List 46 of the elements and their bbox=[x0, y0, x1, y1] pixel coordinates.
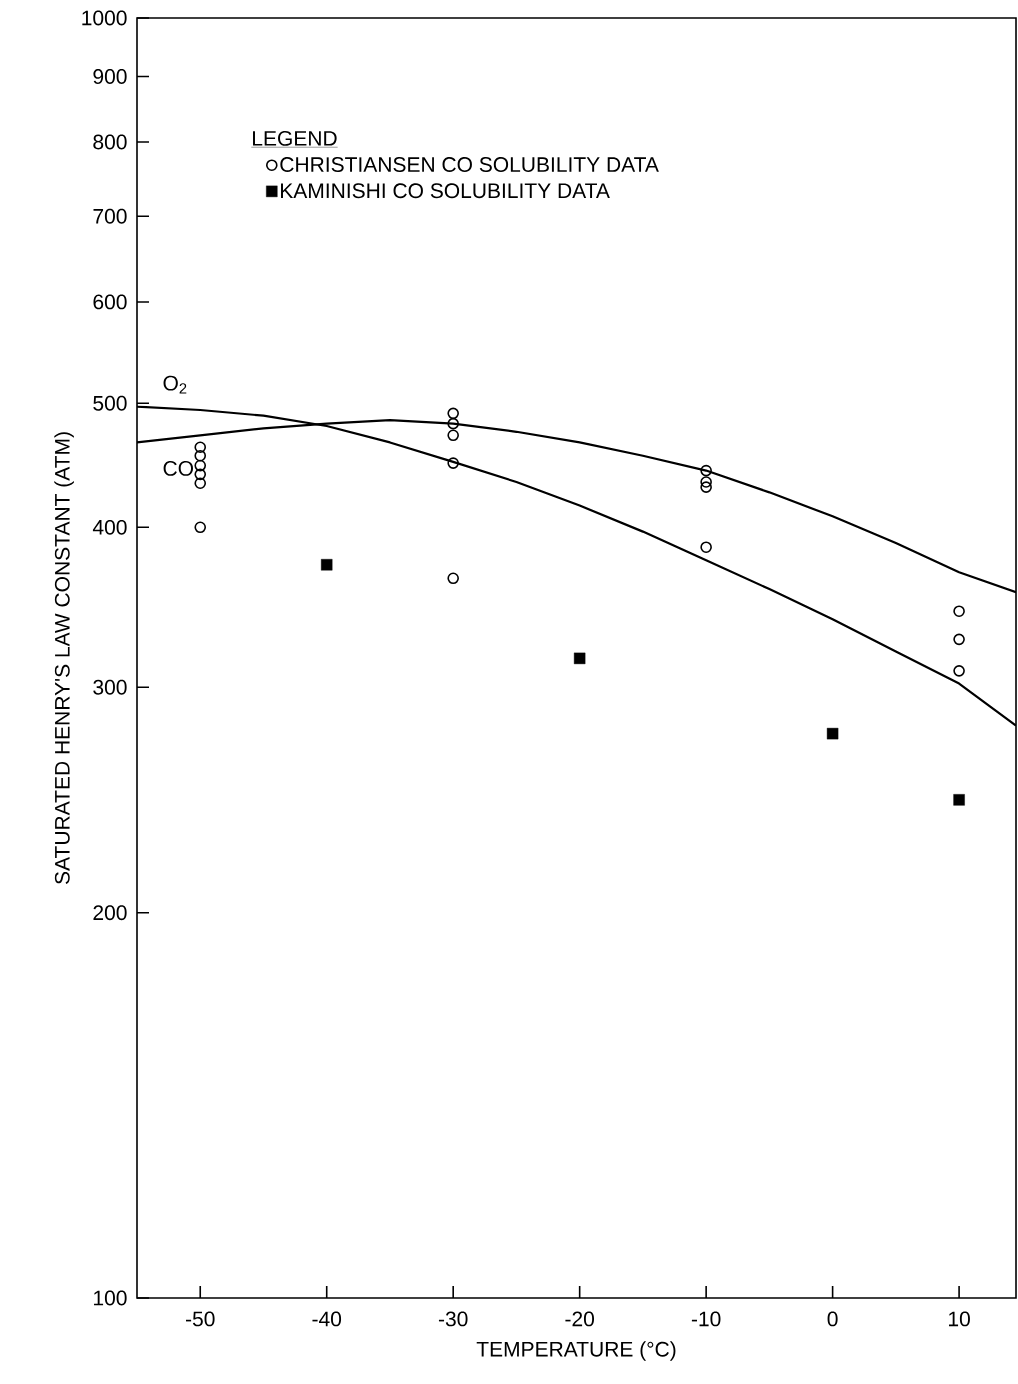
y-tick-label: 700 bbox=[93, 208, 127, 224]
y-tick-label: 1000 bbox=[82, 10, 127, 26]
point bbox=[194, 521, 207, 534]
x-tick-label: -30 bbox=[438, 1311, 468, 1327]
legend-title: LEGEND bbox=[253, 130, 337, 146]
point bbox=[700, 541, 712, 554]
y-tick-label: 600 bbox=[93, 294, 127, 310]
y-tick-label: 200 bbox=[93, 905, 127, 921]
point bbox=[700, 481, 712, 493]
point bbox=[953, 794, 965, 806]
point bbox=[573, 652, 586, 665]
point bbox=[953, 605, 965, 618]
x-axis-title: TEMPERATURE (°C) bbox=[476, 1341, 676, 1361]
point bbox=[953, 665, 965, 677]
point bbox=[826, 727, 839, 740]
point bbox=[447, 429, 459, 442]
legend-label: CHRISTIANSEN CO SOLUBILITY DATA bbox=[280, 157, 659, 172]
annotation: O$_{2}$ bbox=[163, 375, 187, 394]
y-tick-label: 800 bbox=[93, 134, 127, 150]
y-tick-label: 100 bbox=[94, 1290, 127, 1306]
legend-label: KAMINISHI CO SOLUBILITY DATA bbox=[281, 183, 610, 199]
point bbox=[447, 407, 459, 420]
y-tick-label: 300 bbox=[93, 679, 127, 695]
point bbox=[194, 459, 207, 472]
annotation: CO bbox=[163, 461, 194, 476]
x-tick-label: -10 bbox=[691, 1311, 721, 1327]
point bbox=[194, 477, 207, 490]
point bbox=[447, 417, 459, 430]
point bbox=[700, 476, 712, 488]
x-tick-label: -50 bbox=[185, 1311, 215, 1327]
x-tick-label: -20 bbox=[565, 1311, 595, 1327]
x-tick-label: 10 bbox=[949, 1311, 970, 1327]
point bbox=[447, 457, 459, 469]
point bbox=[447, 572, 459, 585]
x-tick-label: 0 bbox=[827, 1311, 838, 1327]
y-tick-label: 400 bbox=[92, 519, 127, 535]
y-tick-label: 900 bbox=[93, 69, 127, 84]
y-tick-label: 500 bbox=[93, 395, 127, 411]
x-tick-label: -40 bbox=[312, 1311, 342, 1327]
point bbox=[700, 464, 712, 477]
point bbox=[194, 449, 207, 462]
point bbox=[321, 559, 333, 571]
y-axis-title: SATURATED HENRY'S LAW CONSTANT (ATM) bbox=[54, 432, 74, 884]
point bbox=[194, 468, 207, 481]
point bbox=[953, 633, 965, 646]
point bbox=[194, 441, 207, 454]
